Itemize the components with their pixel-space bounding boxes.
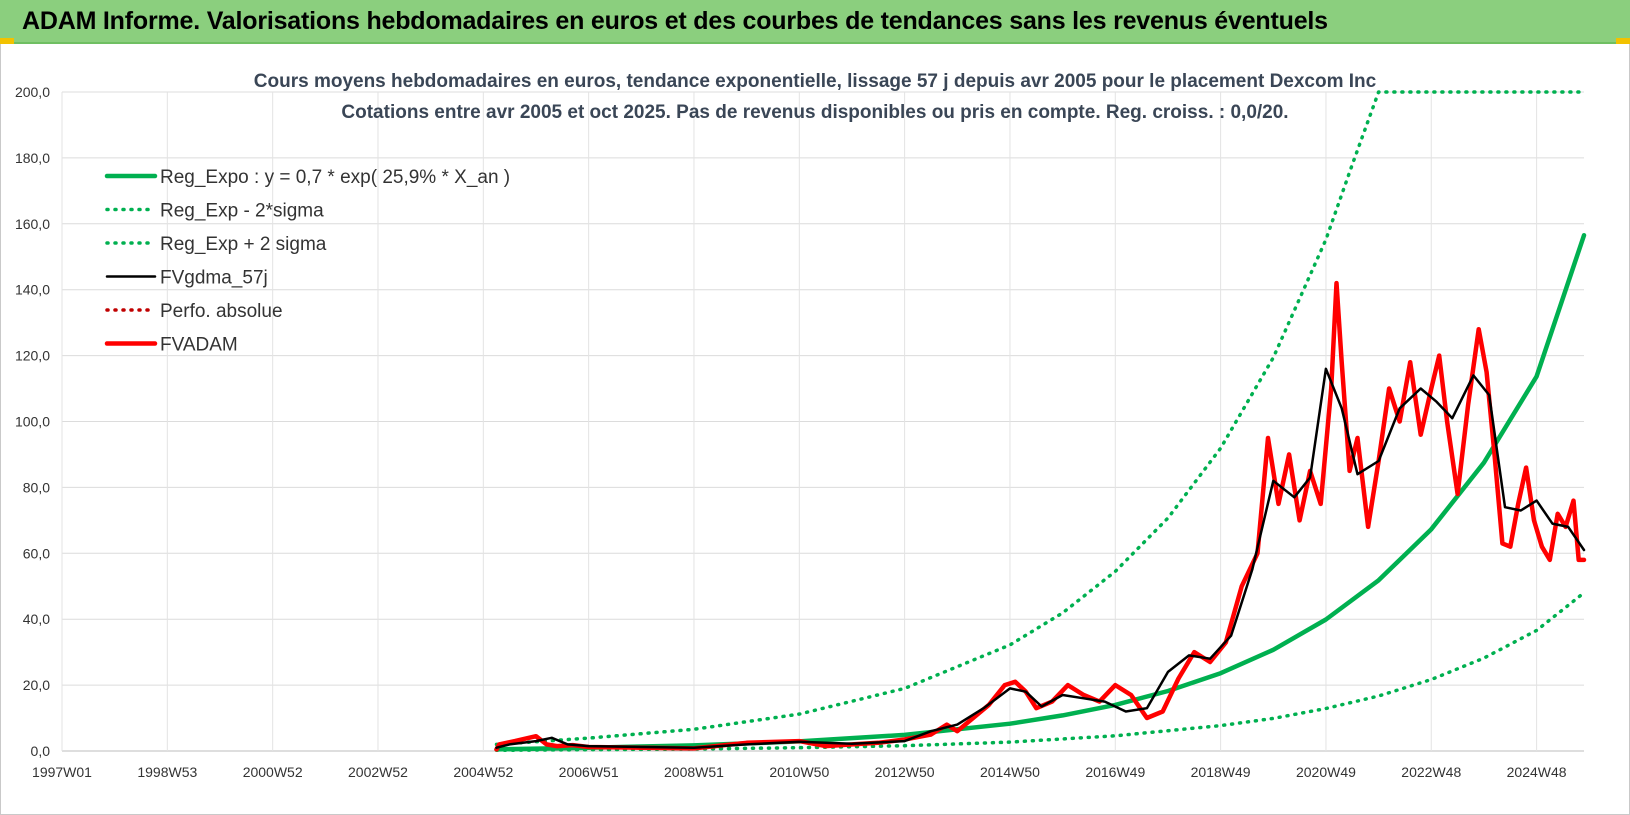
x-tick-label: 2020W49 — [1296, 764, 1356, 780]
report-banner: ADAM Informe. Valorisations hebdomadaire… — [0, 0, 1630, 44]
x-tick-label: 1998W53 — [137, 764, 197, 780]
series-line-1 — [494, 591, 1586, 753]
x-tick-label: 2012W50 — [875, 764, 935, 780]
legend-label: FVADAM — [160, 335, 238, 356]
y-tick-label: 120,0 — [15, 348, 50, 364]
y-tick-label: 100,0 — [15, 414, 50, 430]
x-tick-label: 2014W50 — [980, 764, 1040, 780]
y-tick-label: 60,0 — [23, 545, 50, 561]
x-tick-label: 2010W50 — [769, 764, 829, 780]
y-tick-label: 160,0 — [15, 216, 50, 232]
legend-label: FVgdma_57j — [160, 268, 268, 289]
grid-lines — [61, 91, 1584, 752]
series-line-3 — [495, 367, 1586, 749]
x-tick-label: 1997W01 — [32, 764, 92, 780]
x-tick-label: 2004W52 — [453, 764, 513, 780]
x-tick-label: 2016W49 — [1085, 764, 1145, 780]
x-tick-label: 2022W48 — [1401, 764, 1461, 780]
y-tick-label: 200,0 — [15, 84, 50, 100]
series-lines — [494, 90, 1587, 753]
legend-label: Reg_Expo : y = 0,7 * exp( 25,9% * X_an ) — [160, 167, 510, 188]
legend-label: Perfo. absolue — [160, 301, 283, 322]
legend-label: Reg_Exp + 2 sigma — [160, 234, 327, 255]
chart-title-line1: Cours moyens hebdomadaires en euros, ten… — [254, 71, 1377, 92]
x-tick-label: 2018W49 — [1191, 764, 1251, 780]
y-tick-label: 180,0 — [15, 150, 50, 166]
y-tick-label: 80,0 — [23, 479, 50, 495]
series-line-2 — [494, 90, 1586, 747]
x-tick-label: 2024W48 — [1507, 764, 1567, 780]
y-tick-label: 140,0 — [15, 282, 50, 298]
banner-title: ADAM Informe. Valorisations hebdomadaire… — [22, 7, 1328, 35]
x-tick-label: 2002W52 — [348, 764, 408, 780]
corner-marker-left — [0, 38, 14, 44]
y-tick-label: 40,0 — [23, 611, 50, 627]
y-axis-ticks: 0,0 20,0 40,0 60,0 80,0 100,0 120,0 140,0 160,0 1… — [15, 84, 50, 759]
x-tick-label: 2008W51 — [664, 764, 724, 780]
series-line-5 — [494, 280, 1587, 752]
legend-label: Reg_Exp - 2*sigma — [160, 201, 324, 222]
x-tick-label: 2000W52 — [243, 764, 303, 780]
x-axis-ticks: 1997W01 1998W53 2000W52 2002W52 2004W52 2006W… — [32, 764, 1567, 780]
y-tick-label: 20,0 — [23, 677, 50, 693]
x-tick-label: 2006W51 — [559, 764, 619, 780]
corner-marker-right — [1616, 38, 1630, 44]
series-line-0 — [494, 233, 1587, 752]
y-tick-label: 0,0 — [31, 743, 51, 759]
legend: Reg_Expo : y = 0,7 * exp( 25,9% * X_an )… — [104, 167, 510, 356]
chart-title-line2: Cotations entre avr 2005 et oct 2025. Pa… — [341, 102, 1288, 123]
